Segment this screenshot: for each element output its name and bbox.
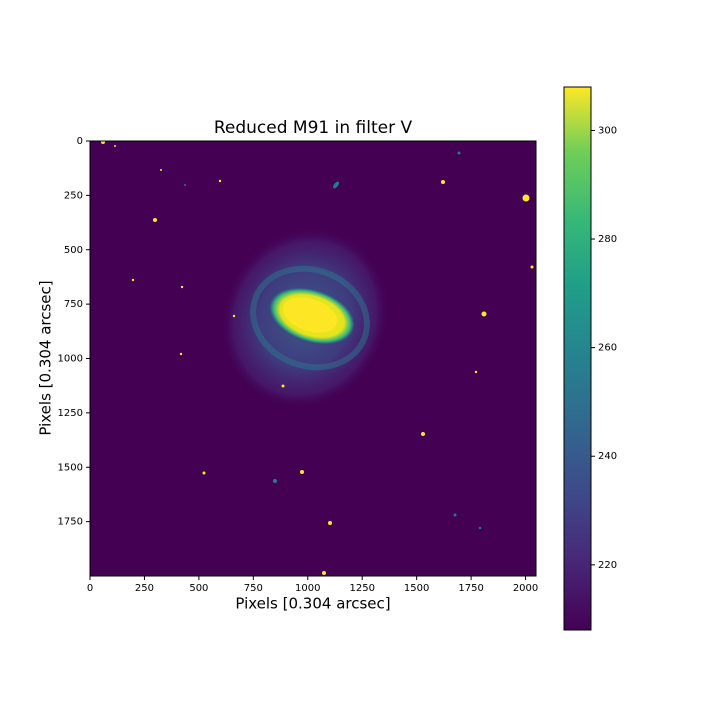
x-tick-label: 1500	[404, 583, 429, 594]
y-tick-label: 1000	[58, 354, 83, 365]
x-tick-label: 2000	[513, 583, 538, 594]
colorbar	[563, 86, 592, 631]
colorbar-tick-label: 300	[598, 125, 617, 136]
x-tick-label: 1250	[349, 583, 374, 594]
y-tick-label: 1500	[58, 462, 83, 473]
x-tick-label: 250	[135, 583, 154, 594]
x-tick-label: 0	[87, 583, 93, 594]
colorbar-tick-label: 280	[598, 234, 617, 245]
x-axis-label: Pixels [0.304 arcsec]	[235, 595, 390, 613]
y-tick-label: 750	[64, 299, 83, 310]
y-tick-label: 0	[77, 136, 83, 147]
x-tick-label: 1750	[458, 583, 483, 594]
x-tick-label: 750	[244, 583, 263, 594]
y-tick-label: 1250	[58, 408, 83, 419]
y-axis-label: Pixels [0.304 arcsec]	[37, 280, 55, 435]
image	[90, 141, 536, 576]
x-tick-label: 1000	[295, 583, 320, 594]
colorbar-tick-label: 240	[598, 451, 617, 462]
y-tick-label: 500	[64, 245, 83, 256]
colorbar-tick-label: 220	[598, 560, 617, 571]
colorbar-tick-label: 260	[598, 343, 617, 354]
x-tick-label: 500	[189, 583, 208, 594]
chart-title: Reduced M91 in filter V	[214, 118, 413, 138]
y-tick-label: 1750	[58, 517, 83, 528]
y-tick-label: 250	[64, 190, 83, 201]
